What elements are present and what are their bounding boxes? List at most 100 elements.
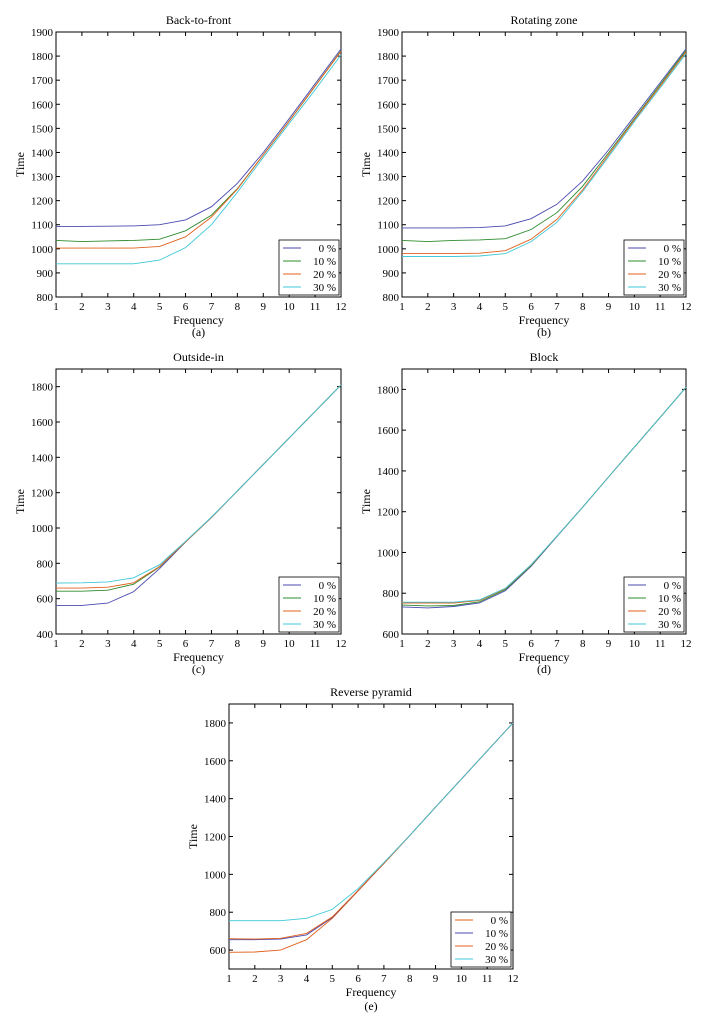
x-tick-label: 2 <box>252 973 258 985</box>
y-tick-label: 1600 <box>31 99 54 111</box>
y-tick-label: 600 <box>210 945 227 957</box>
x-tick-label: 1 <box>53 638 59 650</box>
y-tick-label: 1400 <box>31 452 54 464</box>
legend-label: 30 % <box>313 282 336 294</box>
x-tick-label: 5 <box>330 973 336 985</box>
y-tick-label: 900 <box>37 268 54 280</box>
legend-label: 0 % <box>664 243 681 255</box>
x-tick-label: 8 <box>407 973 413 985</box>
x-tick-label: 7 <box>209 638 215 650</box>
legend: 0 %10 %20 %30 % <box>278 239 340 296</box>
x-tick-label: 2 <box>425 301 431 313</box>
plot-frame <box>401 368 687 635</box>
x-tick-label: 8 <box>235 638 241 650</box>
y-tick-label: 1600 <box>31 417 54 429</box>
chart-title: Rotating zone <box>511 13 578 27</box>
x-tick-label: 6 <box>183 638 189 650</box>
y-tick-label: 1000 <box>377 547 400 559</box>
x-tick-label: 10 <box>629 638 641 650</box>
legend-label: 0 % <box>319 243 336 255</box>
y-tick-label: 1200 <box>377 196 400 208</box>
legend-label: 20 % <box>658 269 681 281</box>
figure-caption: (e) <box>364 999 377 1013</box>
series-line-1 <box>401 387 687 609</box>
figure-caption: (a) <box>192 325 205 339</box>
y-tick-label: 900 <box>383 268 400 280</box>
chart-title: Reverse pyramid <box>330 685 412 699</box>
legend-label: 10 % <box>485 928 508 940</box>
chart-title: Outside-in <box>173 350 224 364</box>
legend-label: 20 % <box>313 606 336 618</box>
y-tick-label: 1900 <box>377 27 400 39</box>
x-tick-label: 3 <box>105 638 111 650</box>
legend: 0 %10 %20 %30 % <box>278 576 340 633</box>
series-line-3 <box>56 384 342 589</box>
x-tick-label: 6 <box>183 301 189 313</box>
legend-label: 20 % <box>658 606 681 618</box>
y-tick-label: 800 <box>383 588 400 600</box>
y-tick-label: 1200 <box>31 488 54 500</box>
x-axis-title: Frequency <box>173 313 224 327</box>
x-tick-label: 4 <box>304 973 310 985</box>
legend-label: 0 % <box>491 915 508 927</box>
y-axis-title: Time <box>359 489 373 514</box>
series-line-4 <box>229 722 514 922</box>
legend-label: 10 % <box>658 593 681 605</box>
x-tick-label: 11 <box>655 301 666 313</box>
y-tick-label: 800 <box>37 558 54 570</box>
x-tick-label: 5 <box>503 301 509 313</box>
x-tick-label: 8 <box>235 301 241 313</box>
x-axis-title: Frequency <box>519 313 570 327</box>
y-tick-label: 1800 <box>377 51 400 63</box>
x-tick-label: 1 <box>226 973 232 985</box>
x-tick-label: 7 <box>209 301 215 313</box>
x-tick-label: 2 <box>79 638 85 650</box>
x-tick-label: 8 <box>580 301 586 313</box>
legend-box <box>278 576 340 633</box>
series-line-2 <box>229 722 514 941</box>
y-tick-label: 600 <box>383 629 400 641</box>
legend: 0 %10 %20 %30 % <box>450 911 512 968</box>
plot-frame <box>55 368 342 635</box>
legend: 0 %10 %20 %30 % <box>623 576 685 633</box>
legend-label: 30 % <box>658 619 681 631</box>
series-line-4 <box>55 384 342 584</box>
y-tick-label: 800 <box>210 907 227 919</box>
x-tick-label: 1 <box>53 301 59 313</box>
y-tick-label: 800 <box>37 292 54 304</box>
legend-box <box>623 239 685 296</box>
x-tick-label: 6 <box>528 301 534 313</box>
x-tick-label: 3 <box>451 301 457 313</box>
series-line-4 <box>56 54 342 265</box>
x-tick-label: 12 <box>336 301 347 313</box>
series-line-4 <box>402 53 687 257</box>
y-tick-label: 1000 <box>31 523 54 535</box>
x-tick-label: 10 <box>284 301 296 313</box>
y-tick-label: 1400 <box>377 466 400 478</box>
y-tick-label: 1700 <box>31 75 54 87</box>
x-tick-label: 9 <box>261 301 267 313</box>
x-tick-label: 11 <box>310 638 321 650</box>
legend-label: 0 % <box>319 580 336 592</box>
y-tick-label: 1300 <box>31 172 54 184</box>
x-tick-label: 1 <box>399 301 405 313</box>
y-tick-label: 1600 <box>204 756 227 768</box>
y-tick-label: 1800 <box>377 384 400 396</box>
series-line-2 <box>401 50 687 243</box>
chart-3: Outside-in1 2 3 4 5 6 7 8 9 10 11 12400600800100012… <box>13 350 347 676</box>
y-tick-label: 1000 <box>377 244 400 256</box>
y-tick-label: 1300 <box>377 172 400 184</box>
y-tick-label: 800 <box>383 292 400 304</box>
y-tick-label: 1700 <box>377 75 400 87</box>
x-tick-label: 3 <box>105 301 111 313</box>
x-tick-label: 3 <box>278 973 284 985</box>
legend-label: 30 % <box>658 282 681 294</box>
y-tick-label: 1000 <box>204 869 227 881</box>
plot-frame <box>55 31 342 298</box>
x-tick-label: 5 <box>157 301 163 313</box>
y-axis-title: Time <box>359 152 373 177</box>
x-tick-label: 11 <box>482 973 493 985</box>
legend-label: 20 % <box>485 941 508 953</box>
legend-label: 30 % <box>313 619 336 631</box>
